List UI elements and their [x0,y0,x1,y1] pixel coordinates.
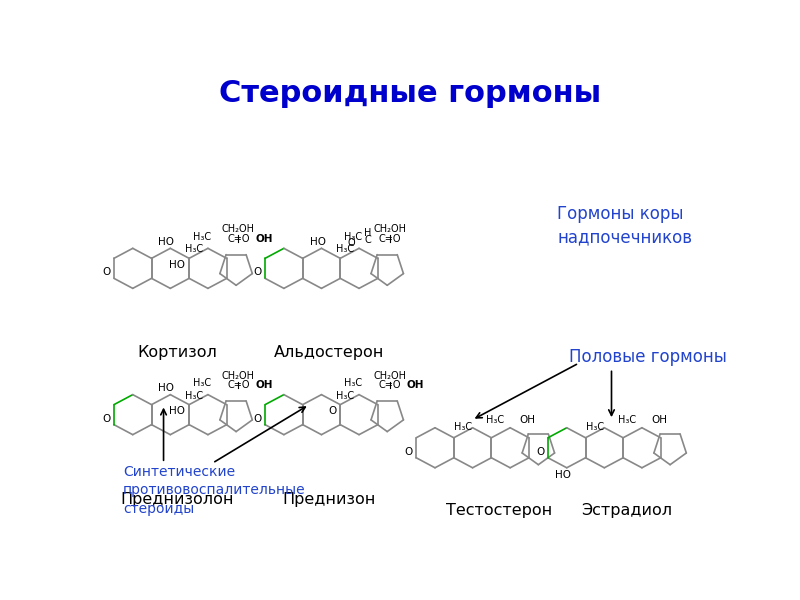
Text: C=O: C=O [227,234,250,244]
Text: Синтетические
противовоспалительные
стероиды: Синтетические противовоспалительные стер… [123,464,306,515]
Text: HO: HO [170,259,186,269]
Text: CH₂OH: CH₂OH [373,224,406,235]
Text: O: O [347,238,354,248]
Text: H₃C: H₃C [186,244,203,254]
Text: Половые гормоны: Половые гормоны [569,348,726,366]
Text: Эстрадиол: Эстрадиол [582,503,673,518]
Text: CH₂OH: CH₂OH [373,371,406,381]
Text: C: C [365,235,371,245]
Text: O: O [102,413,111,424]
Text: H₃C: H₃C [193,379,210,388]
Text: H₃C: H₃C [486,415,504,425]
Text: HO: HO [158,383,174,393]
Text: OH: OH [406,380,424,390]
Text: OH: OH [255,234,273,244]
Text: HO: HO [555,470,571,480]
Text: O: O [254,413,262,424]
Text: H₃C: H₃C [193,232,210,242]
Text: C=O: C=O [227,380,250,390]
Text: H₃C: H₃C [336,391,354,401]
Text: OH: OH [651,415,667,425]
Text: OH: OH [519,415,535,425]
Text: HO: HO [170,406,186,416]
Text: H₃C: H₃C [586,422,604,431]
Text: O: O [405,446,413,457]
Text: Гормоны коры
надпочечников: Гормоны коры надпочечников [558,205,692,247]
Text: O: O [254,267,262,277]
Text: HO: HO [158,237,174,247]
Text: Преднизолон: Преднизолон [121,491,234,506]
Text: H₃C: H₃C [186,391,203,401]
Text: Преднизон: Преднизон [282,491,375,506]
Text: O: O [328,406,336,416]
Text: C=O: C=O [378,380,401,390]
Text: Стероидные гормоны: Стероидные гормоны [219,79,601,108]
Text: O: O [102,267,111,277]
Text: CH₂OH: CH₂OH [222,371,255,381]
Text: O: O [537,446,545,457]
Text: H₃C: H₃C [336,244,354,254]
Text: Альдостерон: Альдостерон [274,346,384,361]
Text: Кортизол: Кортизол [138,346,218,361]
Text: Тестостерон: Тестостерон [446,503,552,518]
Text: H₃C: H₃C [454,422,472,431]
Text: H₃C: H₃C [344,232,362,242]
Text: H₃C: H₃C [344,379,362,388]
Text: H₃C: H₃C [618,415,636,425]
Text: H: H [364,227,371,238]
Text: HO: HO [310,237,326,247]
Text: C=O: C=O [378,234,401,244]
Text: CH₂OH: CH₂OH [222,224,255,235]
Text: OH: OH [255,380,273,390]
